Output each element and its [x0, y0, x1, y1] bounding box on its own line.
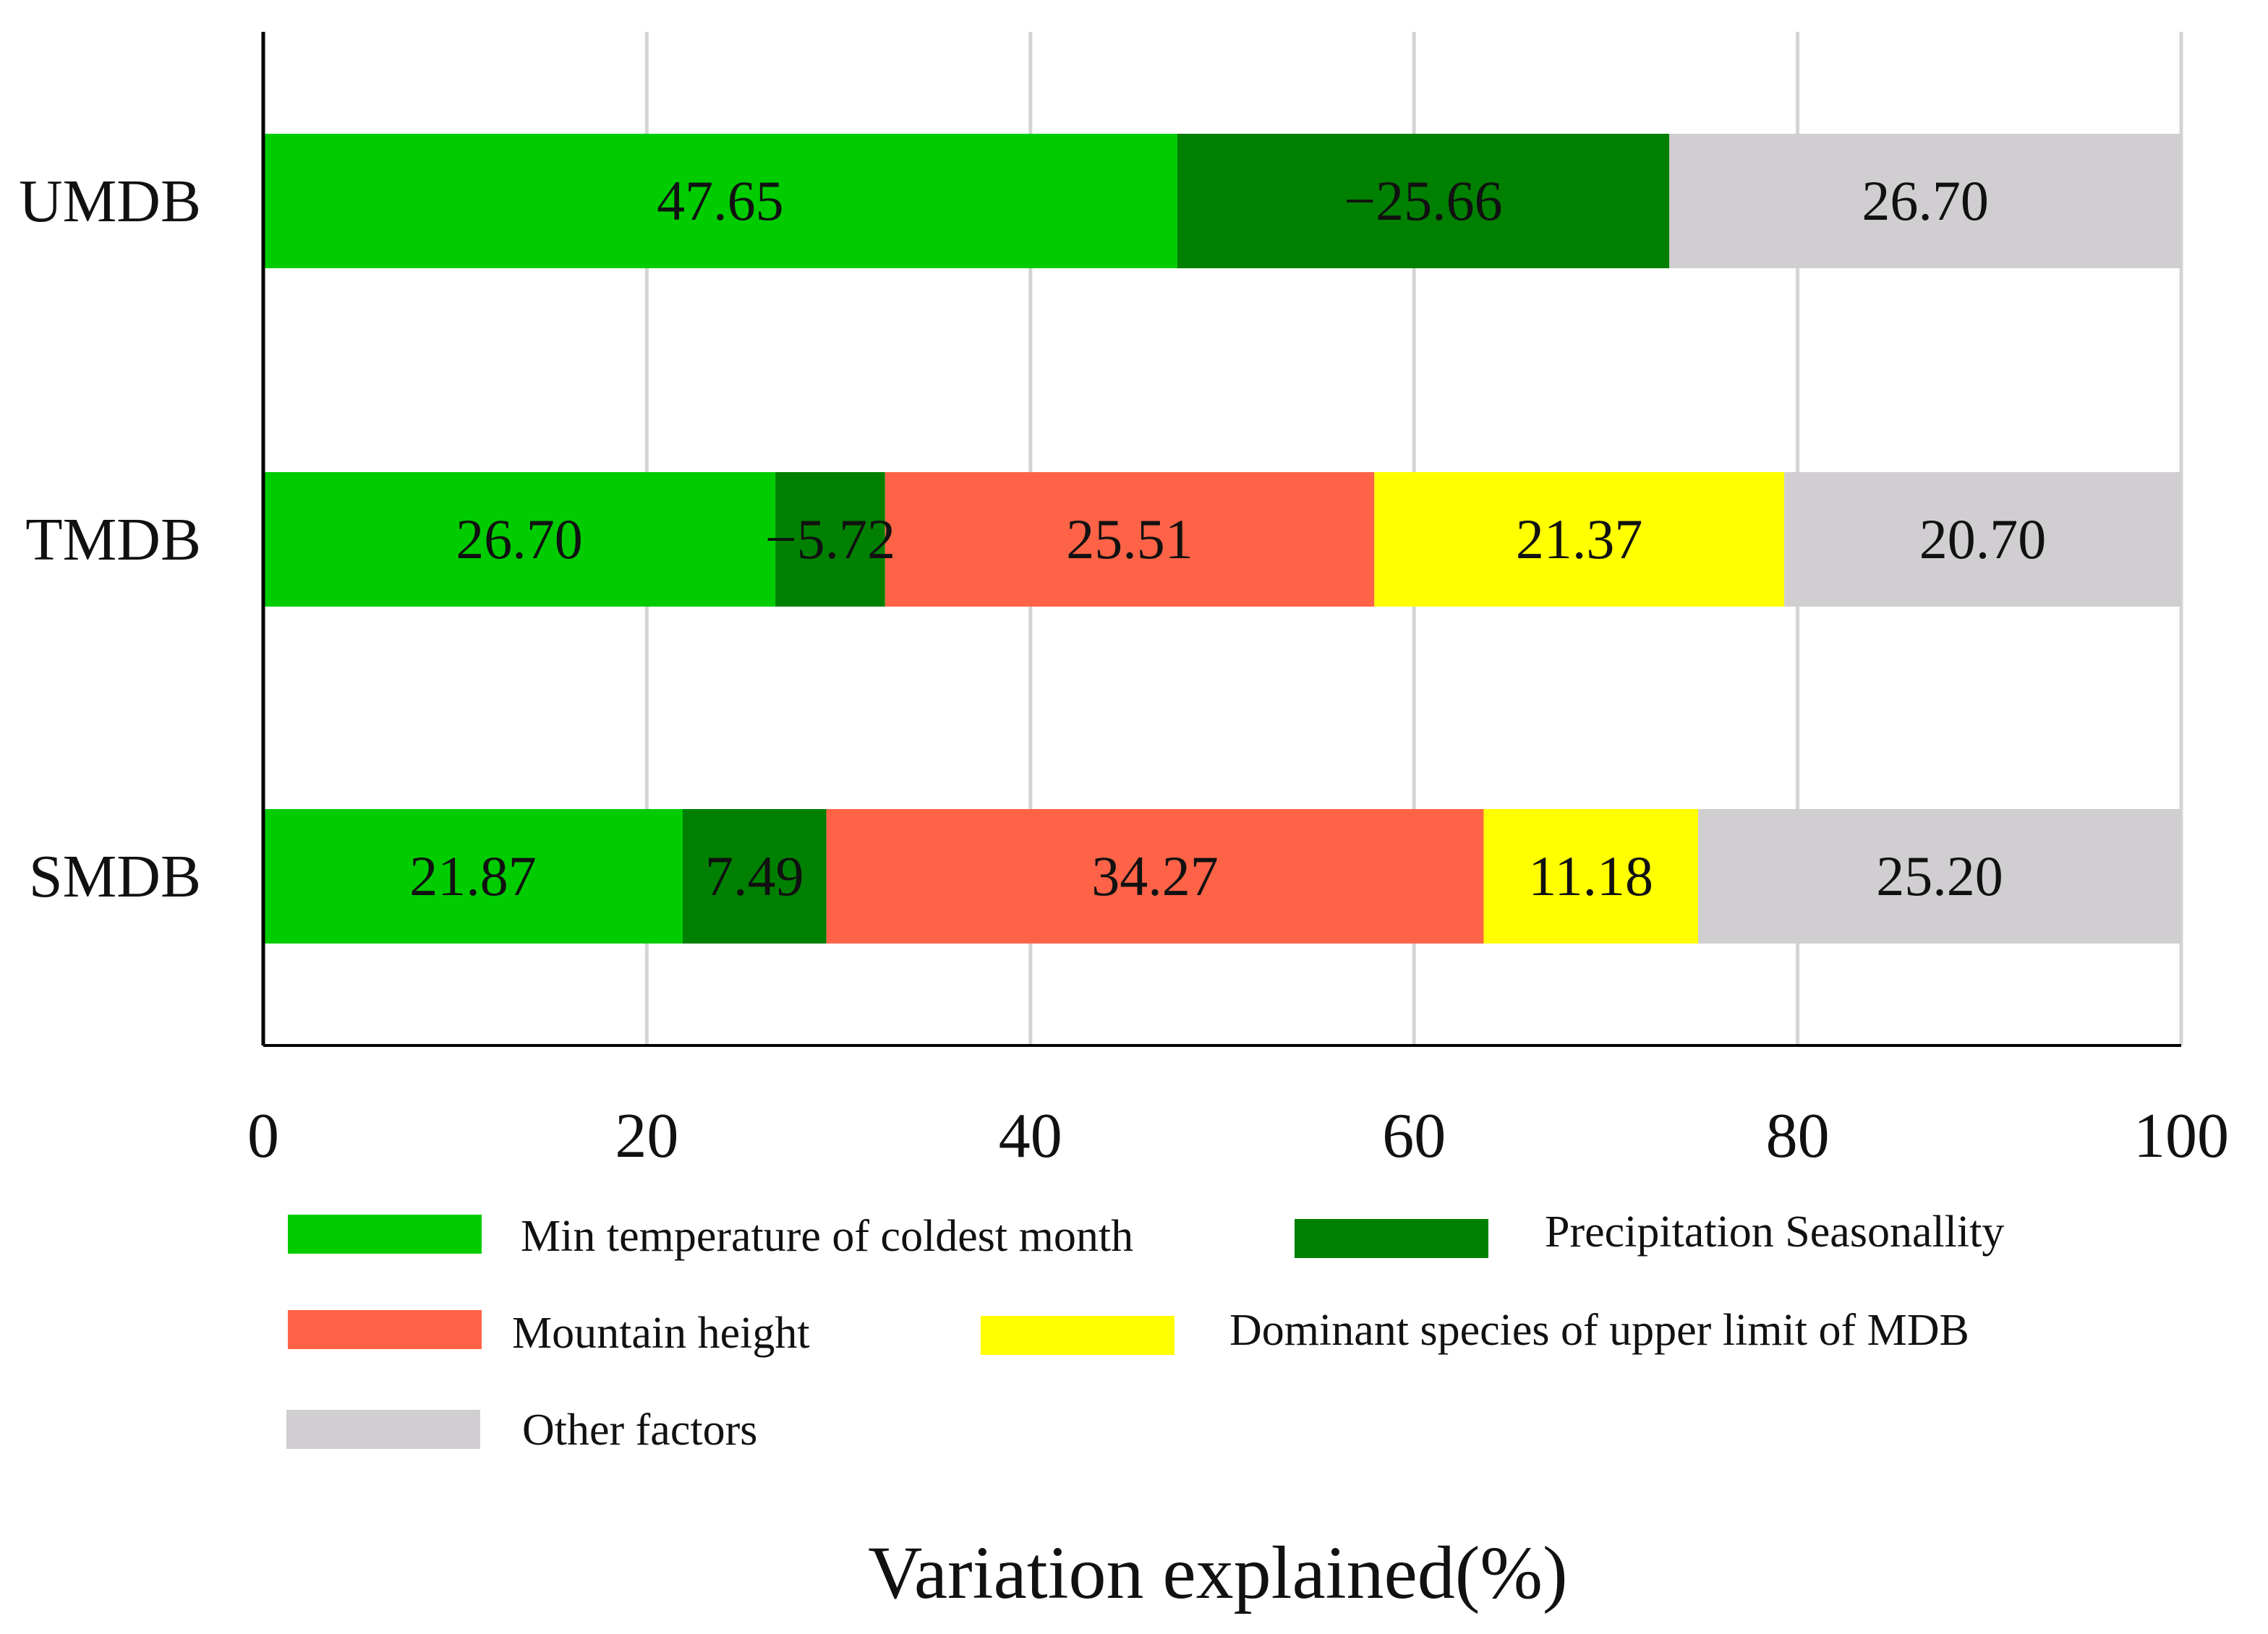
- legend-swatch-0: [288, 1215, 482, 1254]
- legend-label-3: Dominant species of upper limit of MDB: [1229, 1306, 1969, 1355]
- y-category-label-umdb: UMDB: [19, 168, 201, 235]
- data-label-smdb-series-3: 11.18: [1528, 844, 1653, 907]
- bar-smdb-series-4: [1697, 809, 2181, 944]
- bars: [263, 134, 2181, 944]
- legend-label-0: Min temperature of coldest month: [521, 1212, 1133, 1261]
- bar-umdb-series-4: [1669, 134, 2181, 268]
- legend-label-4: Other factors: [522, 1406, 757, 1455]
- bar-tmdb-series-1: [775, 472, 885, 607]
- axes: 0 20 40 60 80 100 UMDB TMDB SMDB: [19, 32, 2229, 1171]
- data-label-umdb-series-1: −25.66: [1344, 169, 1503, 232]
- bar-tmdb-series-0: [263, 472, 776, 607]
- y-category-label-smdb: SMDB: [29, 843, 201, 910]
- bar-tmdb-series-3: [1374, 472, 1785, 607]
- data-label-umdb-series-0: 47.65: [657, 169, 784, 232]
- data-label-tmdb-series-2: 25.51: [1066, 508, 1193, 570]
- legend-swatch-2: [288, 1310, 482, 1349]
- data-label-umdb-series-4: 26.70: [1862, 169, 1989, 232]
- x-tick-label-20: 20: [615, 1101, 678, 1171]
- bar-smdb-series-0: [263, 809, 683, 944]
- data-label-smdb-series-4: 25.20: [1876, 844, 2003, 907]
- data-label-smdb-series-2: 34.27: [1091, 844, 1219, 907]
- bar-smdb-series-2: [826, 809, 1484, 944]
- legend-swatch-4: [286, 1410, 480, 1449]
- x-axis-title: Variation explained(%): [868, 1531, 1567, 1614]
- data-label-tmdb-series-0: 26.70: [456, 508, 583, 570]
- x-tick-label-0: 0: [247, 1101, 279, 1171]
- data-labels: 47.65 −25.66 26.70 26.70 −5.72 25.51 21.37 20.7…: [409, 169, 2046, 907]
- bar-tmdb-series-4: [1784, 472, 2181, 607]
- legend-swatch-1: [1295, 1219, 1488, 1258]
- legend-label-1: Precipitation Seasonallity: [1545, 1207, 2004, 1257]
- y-category-label-tmdb: TMDB: [25, 506, 201, 573]
- bar-umdb-series-1: [1177, 134, 1670, 268]
- bar-smdb-series-3: [1483, 809, 1698, 944]
- data-label-tmdb-series-3: 21.37: [1516, 508, 1643, 570]
- x-tick-label-60: 60: [1382, 1101, 1446, 1171]
- x-tick-label-100: 100: [2133, 1101, 2229, 1171]
- bar-umdb-series-0: [263, 134, 1177, 268]
- data-label-smdb-series-0: 21.87: [409, 844, 537, 907]
- bar-tmdb-series-2: [884, 472, 1375, 607]
- x-tick-label-40: 40: [999, 1101, 1062, 1171]
- legend-swatch-3: [981, 1316, 1174, 1355]
- data-label-smdb-series-1: 7.49: [705, 844, 804, 907]
- data-label-tmdb-series-4: 20.70: [1919, 508, 2047, 570]
- legend-label-2: Mountain height: [512, 1309, 810, 1358]
- data-label-tmdb-series-1: −5.72: [765, 508, 896, 570]
- bar-smdb-series-1: [682, 809, 827, 944]
- legend: Min temperature of coldest month Precipit…: [286, 1207, 2004, 1455]
- x-tick-label-80: 80: [1766, 1101, 1830, 1171]
